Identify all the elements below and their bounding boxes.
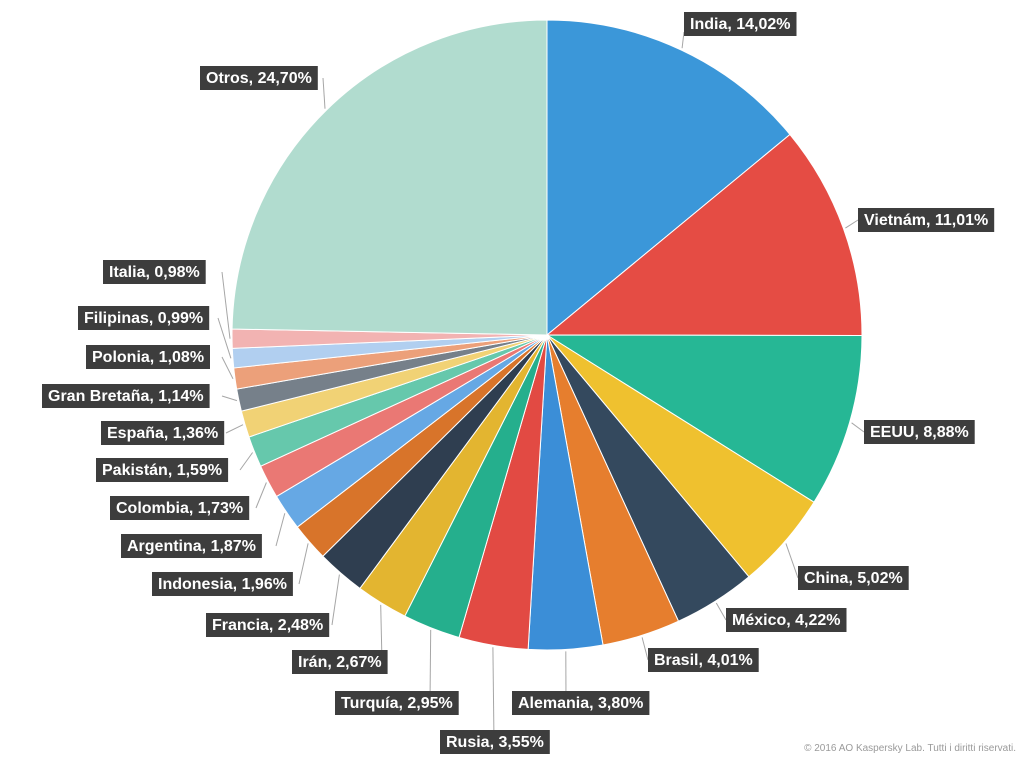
label-china: China, 5,02% xyxy=(798,566,909,590)
label-box xyxy=(110,496,250,520)
label-box xyxy=(103,260,206,284)
pie-slice-vietnam xyxy=(545,133,863,337)
label-box xyxy=(78,306,210,330)
label-box xyxy=(858,208,995,232)
label-box xyxy=(96,458,229,482)
label-mexico: México, 4,22% xyxy=(726,608,847,632)
label-text: Francia, 2,48% xyxy=(212,617,323,634)
label-box xyxy=(292,650,388,674)
label-box xyxy=(42,384,210,408)
leader-line-india xyxy=(681,31,685,49)
label-text: Alemania, 3,80% xyxy=(518,695,643,712)
label-text: EEUU, 8,88% xyxy=(870,424,969,441)
leader-line-espana xyxy=(225,424,244,434)
leader-line-pakistan xyxy=(239,452,254,471)
label-box xyxy=(335,691,459,715)
slice-labels: India, 14,02% Vietnám, 11,01% EEUU, 8,88% C… xyxy=(42,12,995,754)
leader-lines xyxy=(217,31,865,743)
label-eeuu: EEUU, 8,88% xyxy=(864,420,975,444)
label-text: México, 4,22% xyxy=(732,612,841,629)
label-text: Polonia, 1,08% xyxy=(92,349,204,366)
label-italia: Italia, 0,98% xyxy=(103,260,206,284)
label-text: Colombia, 1,73% xyxy=(116,500,243,517)
label-text: Pakistán, 1,59% xyxy=(102,462,222,479)
label-text: Filipinas, 0,99% xyxy=(84,310,203,327)
label-francia: Francia, 2,48% xyxy=(206,613,330,637)
leader-line-otros xyxy=(322,77,326,109)
label-text: Irán, 2,67% xyxy=(298,654,382,671)
label-box xyxy=(86,345,210,369)
label-box xyxy=(121,534,262,558)
label-india: India, 14,02% xyxy=(684,12,797,36)
label-box xyxy=(440,730,550,754)
leader-line-indonesia xyxy=(298,543,309,585)
label-box xyxy=(200,66,318,90)
label-text: Vietnám, 11,01% xyxy=(864,212,988,229)
pie-slices xyxy=(231,19,863,651)
leader-line-filipinas xyxy=(217,317,232,359)
label-text: Otros, 24,70% xyxy=(206,70,312,87)
label-text: España, 1,36% xyxy=(107,425,218,442)
leader-line-italia xyxy=(221,271,231,339)
label-box xyxy=(684,12,797,36)
label-filipinas: Filipinas, 0,99% xyxy=(78,306,210,330)
label-iran: Irán, 2,67% xyxy=(292,650,388,674)
label-vietnam: Vietnám, 11,01% xyxy=(858,208,995,232)
leader-line-polonia xyxy=(221,356,234,380)
leader-line-rusia xyxy=(492,647,495,743)
label-indonesia: Indonesia, 1,96% xyxy=(152,572,293,596)
label-polonia: Polonia, 1,08% xyxy=(86,345,210,369)
pie-slice-india xyxy=(546,19,791,337)
label-box xyxy=(726,608,847,632)
label-box xyxy=(206,613,330,637)
leader-line-colombia xyxy=(255,482,267,509)
label-alemania: Alemania, 3,80% xyxy=(512,691,650,715)
label-brasil: Brasil, 4,01% xyxy=(648,648,759,672)
label-colombia: Colombia, 1,73% xyxy=(110,496,250,520)
label-text: China, 5,02% xyxy=(804,570,903,587)
leader-line-brasil xyxy=(641,637,649,661)
label-rusia: Rusia, 3,55% xyxy=(440,730,550,754)
label-turquia: Turquía, 2,95% xyxy=(335,691,459,715)
leader-line-mexico xyxy=(715,602,727,621)
label-text: India, 14,02% xyxy=(690,16,791,33)
label-text: Argentina, 1,87% xyxy=(127,538,256,555)
leader-line-argentina xyxy=(275,513,286,547)
leader-line-vietnam xyxy=(845,219,859,229)
label-box xyxy=(798,566,909,590)
pie-slice-otros xyxy=(231,19,548,336)
label-text: Turquía, 2,95% xyxy=(341,695,453,712)
label-box xyxy=(864,420,975,444)
label-gran-bretana: Gran Bretaña, 1,14% xyxy=(42,384,210,408)
label-otros: Otros, 24,70% xyxy=(200,66,318,90)
label-box xyxy=(648,648,759,672)
label-text: Rusia, 3,55% xyxy=(446,734,544,751)
leader-line-china xyxy=(785,543,799,579)
label-espana: España, 1,36% xyxy=(101,421,225,445)
label-text: Gran Bretaña, 1,14% xyxy=(48,388,204,405)
label-pakistan: Pakistán, 1,59% xyxy=(96,458,229,482)
label-text: Indonesia, 1,96% xyxy=(158,576,287,593)
pie-slice-eeuu xyxy=(545,334,863,503)
label-box xyxy=(101,421,225,445)
label-text: Italia, 0,98% xyxy=(109,264,200,281)
label-argentina: Argentina, 1,87% xyxy=(121,534,262,558)
label-text: Brasil, 4,01% xyxy=(654,652,753,669)
leader-line-gran-bretana xyxy=(221,395,238,402)
label-box xyxy=(512,691,650,715)
label-box xyxy=(152,572,293,596)
copyright-text: © 2016 AO Kaspersky Lab. Tutti i diritti… xyxy=(804,743,1016,754)
leader-line-francia xyxy=(331,574,340,626)
leader-line-turquia xyxy=(429,629,432,704)
leader-line-eeuu xyxy=(851,422,865,433)
